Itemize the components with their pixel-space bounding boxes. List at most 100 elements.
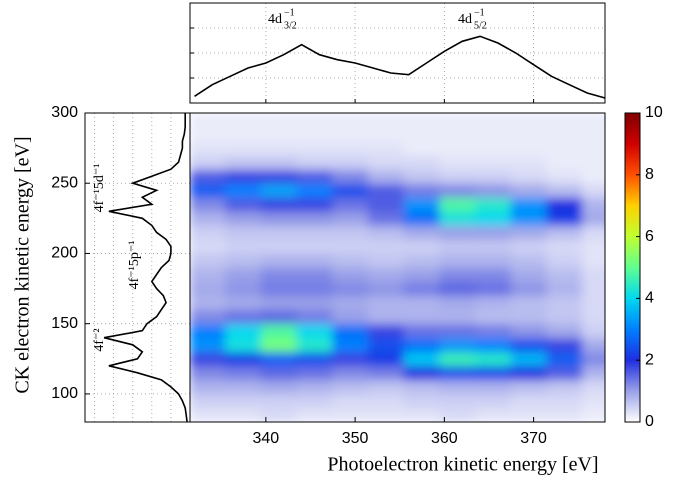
heatmap-cell bbox=[190, 252, 227, 268]
heatmap-cell bbox=[510, 281, 548, 297]
heatmap-cell bbox=[260, 323, 298, 339]
heatmap-cell bbox=[510, 393, 548, 409]
heatmap-cell bbox=[403, 154, 441, 170]
heatmap-cell bbox=[296, 295, 334, 311]
heatmap-cell bbox=[403, 281, 441, 297]
heatmap-cell bbox=[225, 295, 262, 311]
heatmap-cell bbox=[190, 393, 227, 409]
y-axis-label: CK electron kinetic energy [eV] bbox=[12, 136, 34, 393]
heatmap-cell bbox=[475, 393, 512, 409]
heatmap-cell bbox=[225, 281, 262, 297]
heatmap-cell bbox=[225, 113, 262, 128]
heatmap-cell bbox=[190, 140, 227, 156]
heatmap-cell bbox=[296, 154, 334, 170]
heatmap-cell bbox=[190, 126, 227, 142]
projection-line bbox=[103, 113, 188, 423]
heatmap-cell bbox=[475, 154, 512, 170]
heatmap-cell bbox=[475, 252, 512, 268]
heatmap-cell bbox=[190, 281, 227, 297]
heatmap-cell bbox=[546, 267, 584, 283]
heatmap-cell bbox=[439, 379, 477, 395]
heatmap-cell bbox=[510, 351, 548, 367]
heatmap-cell bbox=[403, 126, 441, 142]
heatmap-cell bbox=[439, 210, 477, 226]
heatmap-cell bbox=[582, 407, 605, 422]
heatmap-cell bbox=[403, 182, 441, 198]
heatmap-cell bbox=[582, 113, 605, 128]
heatmap-cell bbox=[296, 224, 334, 240]
heatmap-cell bbox=[403, 238, 441, 254]
heatmap-cell bbox=[260, 309, 298, 325]
heatmap-cell bbox=[582, 337, 605, 353]
heatmap-cell bbox=[260, 295, 298, 311]
heatmap-cell bbox=[439, 140, 477, 156]
heatmap-cell bbox=[403, 379, 441, 395]
annotation: 4d bbox=[268, 12, 282, 27]
colorbar bbox=[624, 112, 641, 423]
heatmap-cell bbox=[367, 196, 405, 212]
heatmap-cell bbox=[582, 393, 605, 409]
heatmap-cell bbox=[475, 182, 512, 198]
heatmap-cell bbox=[510, 154, 548, 170]
heatmap-cell bbox=[582, 168, 605, 184]
heatmap-cell bbox=[296, 126, 334, 142]
heatmap-cell bbox=[403, 168, 441, 184]
heatmap-cell bbox=[296, 337, 334, 353]
annotation-sub: 5/2 bbox=[474, 20, 487, 31]
heatmap-cell bbox=[403, 337, 441, 353]
heatmap-cell bbox=[475, 351, 512, 367]
heatmap-cell bbox=[332, 182, 369, 198]
heatmap-cell bbox=[510, 196, 548, 212]
heatmap-cell bbox=[225, 379, 262, 395]
y-tick-label: 100 bbox=[51, 385, 78, 402]
heatmap-cell bbox=[260, 393, 298, 409]
heatmap-cell bbox=[190, 309, 227, 325]
heatmap-cell bbox=[475, 113, 512, 128]
heatmap-cell bbox=[190, 196, 227, 212]
heatmap-cell bbox=[510, 238, 548, 254]
heatmap-cell bbox=[225, 252, 262, 268]
annotation-sup: −1 bbox=[284, 7, 295, 18]
heatmap-cell bbox=[475, 379, 512, 395]
heatmap-cell bbox=[225, 351, 262, 367]
heatmap-cell bbox=[225, 407, 262, 422]
heatmap-cell bbox=[225, 309, 262, 325]
heatmap-cell bbox=[546, 379, 584, 395]
heatmap-cell bbox=[475, 323, 512, 339]
heatmap-cell bbox=[260, 252, 298, 268]
heatmap-cell bbox=[260, 224, 298, 240]
heatmap-cell bbox=[367, 393, 405, 409]
heatmap-cell bbox=[403, 267, 441, 283]
heatmap-cell bbox=[403, 113, 441, 128]
heatmap-cell bbox=[475, 168, 512, 184]
heatmap-cell bbox=[510, 210, 548, 226]
heatmap-cell bbox=[582, 365, 605, 381]
heatmap-cell bbox=[403, 140, 441, 156]
heatmap bbox=[190, 113, 605, 422]
heatmap-cell bbox=[582, 238, 605, 254]
heatmap-cell bbox=[510, 113, 548, 128]
heatmap-cell bbox=[332, 323, 369, 339]
heatmap-cell bbox=[439, 196, 477, 212]
colorbar-tick-label: 10 bbox=[645, 104, 663, 121]
x-tick-label: 350 bbox=[342, 430, 369, 447]
heatmap-cell bbox=[367, 140, 405, 156]
heatmap-cell bbox=[332, 140, 369, 156]
heatmap-cell bbox=[439, 252, 477, 268]
heatmap-cell bbox=[190, 154, 227, 170]
heatmap-cell bbox=[260, 379, 298, 395]
heatmap-cell bbox=[367, 407, 405, 422]
heatmap-cell bbox=[403, 351, 441, 367]
x-tick-label: 370 bbox=[520, 430, 547, 447]
annotation-sup: −1 bbox=[474, 7, 485, 18]
heatmap-cell bbox=[260, 238, 298, 254]
heatmap-area bbox=[190, 113, 605, 422]
heatmap-cell bbox=[225, 154, 262, 170]
heatmap-cell bbox=[225, 196, 262, 212]
heatmap-cell bbox=[546, 113, 584, 128]
heatmap-cell bbox=[225, 224, 262, 240]
heatmap-cell bbox=[190, 379, 227, 395]
heatmap-cell bbox=[190, 365, 227, 381]
heatmap-cell bbox=[225, 168, 262, 184]
heatmap-cell bbox=[225, 210, 262, 226]
